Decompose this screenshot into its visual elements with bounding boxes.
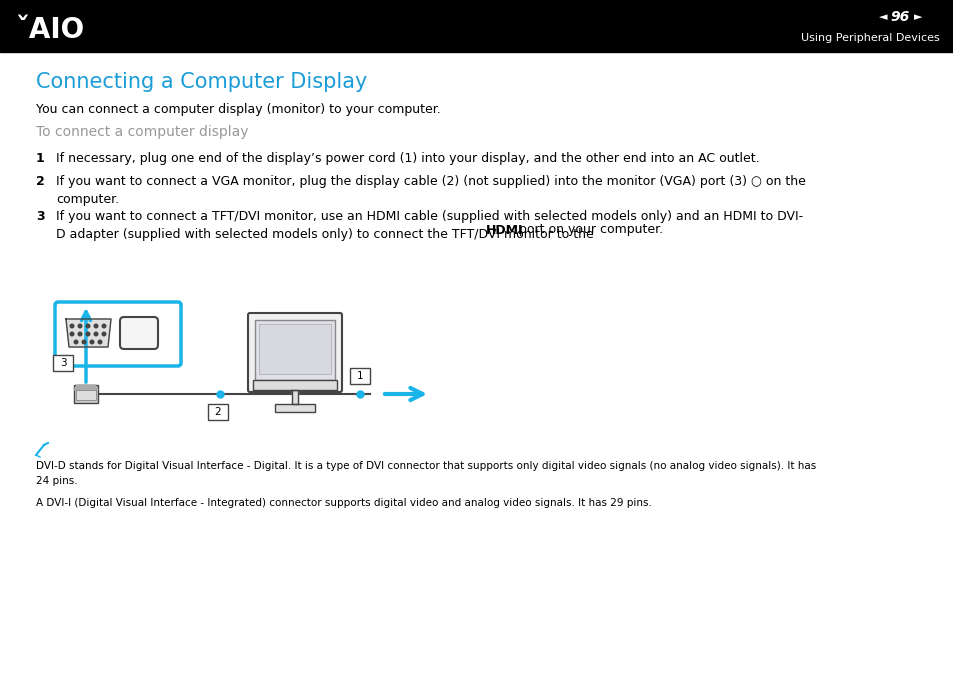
Bar bbox=[53, 355, 73, 371]
Circle shape bbox=[91, 340, 93, 344]
Text: HDMI: HDMI bbox=[485, 224, 523, 237]
FancyBboxPatch shape bbox=[248, 313, 341, 392]
Circle shape bbox=[74, 340, 78, 344]
Circle shape bbox=[78, 332, 82, 336]
Text: ►: ► bbox=[913, 12, 922, 22]
FancyBboxPatch shape bbox=[55, 302, 181, 366]
Text: 96: 96 bbox=[889, 10, 908, 24]
Text: 2: 2 bbox=[214, 407, 221, 417]
Circle shape bbox=[86, 324, 90, 328]
Bar bbox=[76, 390, 96, 400]
Text: A DVI-I (Digital Visual Interface - Integrated) connector supports digital video: A DVI-I (Digital Visual Interface - Inte… bbox=[36, 498, 651, 508]
FancyBboxPatch shape bbox=[120, 317, 158, 349]
Text: If necessary, plug one end of the display’s power cord (1) into your display, an: If necessary, plug one end of the displa… bbox=[56, 152, 759, 165]
Circle shape bbox=[102, 332, 106, 336]
Circle shape bbox=[94, 332, 98, 336]
Bar bbox=[0, 0, 953, 52]
Text: DVI-D stands for Digital Visual Interface - Digital. It is a type of DVI connect: DVI-D stands for Digital Visual Interfac… bbox=[36, 461, 816, 486]
Bar bbox=[254, 320, 335, 380]
Circle shape bbox=[102, 324, 106, 328]
Circle shape bbox=[71, 324, 73, 328]
Text: You can connect a computer display (monitor) to your computer.: You can connect a computer display (moni… bbox=[36, 103, 440, 116]
Text: Using Peripheral Devices: Using Peripheral Devices bbox=[801, 33, 939, 43]
Circle shape bbox=[94, 324, 98, 328]
Text: 1: 1 bbox=[36, 152, 45, 165]
Text: If you want to connect a VGA monitor, plug the display cable (2) (not supplied) : If you want to connect a VGA monitor, pl… bbox=[56, 175, 805, 206]
Bar bbox=[274, 404, 314, 412]
Text: port on your computer.: port on your computer. bbox=[515, 224, 662, 237]
Text: To connect a computer display: To connect a computer display bbox=[36, 125, 248, 139]
Circle shape bbox=[82, 340, 86, 344]
Polygon shape bbox=[292, 390, 297, 404]
Text: Connecting a Computer Display: Connecting a Computer Display bbox=[36, 72, 367, 92]
Text: ˇAIO: ˇAIO bbox=[15, 16, 84, 44]
Text: 3: 3 bbox=[36, 210, 45, 223]
Bar bbox=[208, 404, 228, 420]
Bar bbox=[258, 324, 331, 374]
Text: 1: 1 bbox=[356, 371, 363, 381]
Text: 2: 2 bbox=[36, 175, 45, 188]
Text: 3: 3 bbox=[60, 358, 67, 368]
Bar bbox=[350, 368, 370, 384]
Circle shape bbox=[86, 332, 90, 336]
Bar bbox=[253, 380, 336, 390]
Bar bbox=[74, 385, 98, 403]
Text: ◄: ◄ bbox=[878, 12, 886, 22]
Polygon shape bbox=[74, 385, 98, 390]
Circle shape bbox=[98, 340, 102, 344]
Polygon shape bbox=[66, 319, 111, 347]
Circle shape bbox=[78, 324, 82, 328]
Circle shape bbox=[71, 332, 73, 336]
Text: If you want to connect a TFT/DVI monitor, use an HDMI cable (supplied with selec: If you want to connect a TFT/DVI monitor… bbox=[56, 210, 802, 241]
